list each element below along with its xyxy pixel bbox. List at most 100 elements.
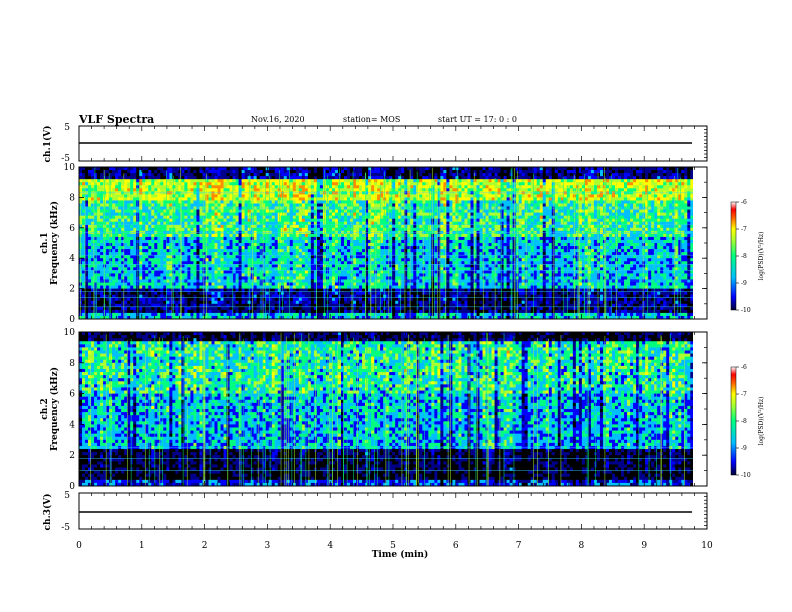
- spectrogram-cell: [157, 249, 161, 253]
- spectrogram-cell: [202, 264, 206, 268]
- spectrogram-cell: [344, 255, 348, 259]
- spectrogram-cell: [238, 294, 243, 299]
- spectrogram-cell: [97, 221, 101, 226]
- spectrogram-cell: [283, 249, 288, 253]
- spectrogram-cell: [130, 233, 134, 238]
- spectrogram-cell: [362, 270, 366, 274]
- spectrogram-cell: [205, 285, 209, 289]
- spectrogram-cell: [193, 243, 197, 247]
- spectrogram-cell: [163, 215, 167, 220]
- spectrogram-cell: [238, 246, 243, 250]
- spectrogram-cell: [340, 200, 345, 204]
- spectrogram-cell: [205, 233, 209, 238]
- spectrogram-cell: [359, 227, 363, 232]
- spectrogram-cell: [217, 176, 221, 180]
- spectrogram-cell: [310, 255, 315, 259]
- spectrogram-cell: [145, 255, 149, 259]
- spectrogram-cell: [127, 218, 131, 223]
- spectrogram-cell: [313, 270, 318, 274]
- spectrogram-cell: [344, 173, 348, 177]
- spectrogram-cell: [94, 270, 98, 274]
- spectrogram-cell: [244, 258, 249, 262]
- spectrogram-cell: [145, 282, 149, 286]
- spectrogram-cell: [259, 270, 264, 274]
- spectrogram-cell: [172, 309, 176, 314]
- spectrogram-cell: [289, 212, 294, 217]
- spectrogram-cell: [362, 243, 366, 247]
- spectrogram-cell: [241, 306, 246, 311]
- spectrogram-cell: [356, 306, 360, 311]
- spectrogram-cell: [157, 236, 161, 241]
- spectrogram-cell: [340, 309, 345, 314]
- spectrogram-cell: [289, 227, 294, 232]
- spectrogram-cell: [220, 176, 224, 180]
- spectrogram-cell: [319, 197, 324, 201]
- spectrogram-cell: [127, 215, 131, 220]
- spectrogram-cell: [328, 212, 333, 217]
- spectrogram-cell: [229, 285, 233, 289]
- spectrogram-cell: [356, 194, 360, 198]
- spectrogram-cell: [208, 243, 212, 247]
- spectrogram-cell: [220, 255, 224, 259]
- spectrogram-cell: [365, 197, 369, 201]
- spectrogram-cell: [244, 273, 249, 277]
- spectrogram-cell: [199, 236, 203, 241]
- spectrogram-cell: [307, 285, 312, 289]
- spectrogram-cell: [178, 285, 182, 289]
- spectrogram-cell: [344, 315, 348, 319]
- spectrogram-cell: [232, 270, 236, 274]
- spectrogram-cell: [347, 288, 351, 293]
- spectrogram-cell: [229, 176, 233, 180]
- spectrogram-cell: [259, 249, 264, 253]
- spectrogram-cell: [184, 167, 188, 171]
- spectrogram-cell: [208, 236, 212, 241]
- spectrogram-cell: [286, 255, 291, 259]
- spectrogram-cell: [94, 255, 98, 259]
- spectrogram-cell: [172, 227, 176, 232]
- spectrogram-cell: [178, 221, 182, 226]
- spectrogram-cell: [139, 300, 143, 305]
- spectrogram-cell: [100, 212, 104, 217]
- spectrogram-cell: [205, 236, 209, 241]
- spectrogram-cell: [365, 233, 369, 238]
- spectrogram-cell: [232, 258, 236, 262]
- spectrogram-cell: [145, 258, 149, 262]
- spectrogram-cell: [190, 270, 194, 274]
- spectrogram-cell: [274, 300, 279, 305]
- spectrogram-cell: [268, 300, 273, 305]
- spectrogram-cell: [133, 306, 137, 311]
- spectrogram-cell: [340, 243, 345, 247]
- spectrogram-cell: [205, 312, 209, 317]
- spectrogram-cell: [244, 312, 249, 317]
- spectrogram-cell: [112, 203, 116, 207]
- spectrogram-cell: [172, 273, 176, 277]
- spectrogram-cell: [268, 249, 273, 253]
- spectrogram-cell: [166, 303, 170, 308]
- spectrogram-cell: [208, 300, 212, 305]
- spectrogram-cell: [229, 221, 233, 226]
- spectrogram-cell: [265, 239, 270, 244]
- spectrogram-cell: [187, 276, 191, 280]
- spectrogram-cell: [208, 224, 212, 229]
- spectrogram-cell: [307, 203, 312, 207]
- spectrogram-cell: [175, 300, 179, 305]
- spectrogram-cell: [298, 194, 303, 198]
- spectrogram-cell: [154, 236, 158, 241]
- spectrogram-cell: [244, 309, 249, 314]
- spectrogram-cell: [253, 273, 258, 277]
- spectrogram-cell: [220, 315, 224, 319]
- spectrogram-cell: [172, 185, 176, 189]
- spectrogram-cell: [262, 197, 267, 201]
- spectrogram-cell: [118, 197, 122, 201]
- spectrogram-cell: [295, 312, 300, 317]
- spectrogram-cell: [121, 221, 125, 226]
- spectrogram-cell: [139, 297, 143, 302]
- spectrogram-cell: [331, 306, 336, 311]
- spectrogram-cell: [356, 309, 360, 314]
- spectrogram-cell: [356, 218, 360, 223]
- spectrogram-cell: [353, 300, 357, 305]
- spectrogram-cell: [160, 236, 164, 241]
- spectrogram-cell: [82, 215, 86, 220]
- spectrogram-cell: [286, 246, 291, 250]
- spectrogram-cell: [157, 233, 161, 238]
